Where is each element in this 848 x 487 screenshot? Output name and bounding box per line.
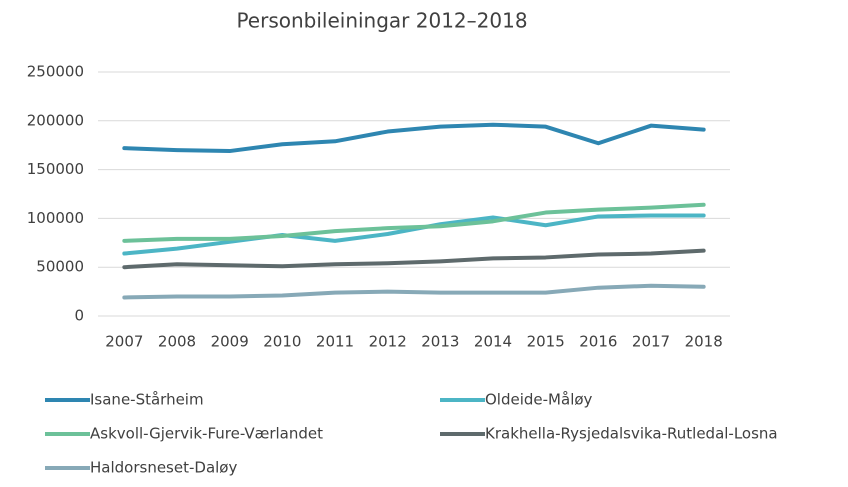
x-tick-label: 2010 — [263, 333, 301, 351]
x-tick-label: 2018 — [685, 333, 723, 351]
x-tick-label: 2009 — [211, 333, 249, 351]
x-tick-label: 2012 — [369, 333, 407, 351]
series-line — [122, 202, 706, 243]
x-tick-label: 2008 — [158, 333, 196, 351]
y-tick-label: 200000 — [27, 111, 84, 129]
x-tick-label: 2014 — [474, 333, 512, 351]
y-tick-label: 0 — [74, 307, 84, 325]
y-tick-label: 250000 — [27, 63, 84, 81]
y-tick-label: 100000 — [27, 209, 84, 227]
x-tick-label: 2017 — [632, 333, 670, 351]
series-line — [122, 122, 706, 154]
legend-label: Krakhella-Rysjedalsvika-Rutledal-Losna — [485, 425, 778, 443]
legend-label: Oldeide-Måløy — [485, 391, 593, 409]
y-tick-label: 150000 — [27, 160, 84, 178]
legend-label: Askvoll-Gjervik-Fure-Værlandet — [90, 425, 323, 443]
chart-title: Personbileiningar 2012–2018 — [236, 9, 527, 33]
x-tick-label: 2013 — [421, 333, 459, 351]
series-line — [122, 248, 706, 270]
y-tick-label: 50000 — [36, 258, 84, 276]
legend-label: Haldorsneset-Daløy — [90, 459, 237, 477]
series-line — [122, 283, 706, 300]
x-tick-label: 2015 — [527, 333, 565, 351]
series-line — [122, 213, 706, 256]
x-tick-label: 2007 — [105, 333, 143, 351]
legend-label: Isane-Stårheim — [90, 391, 204, 409]
x-tick-label: 2016 — [579, 333, 617, 351]
x-tick-label: 2011 — [316, 333, 354, 351]
